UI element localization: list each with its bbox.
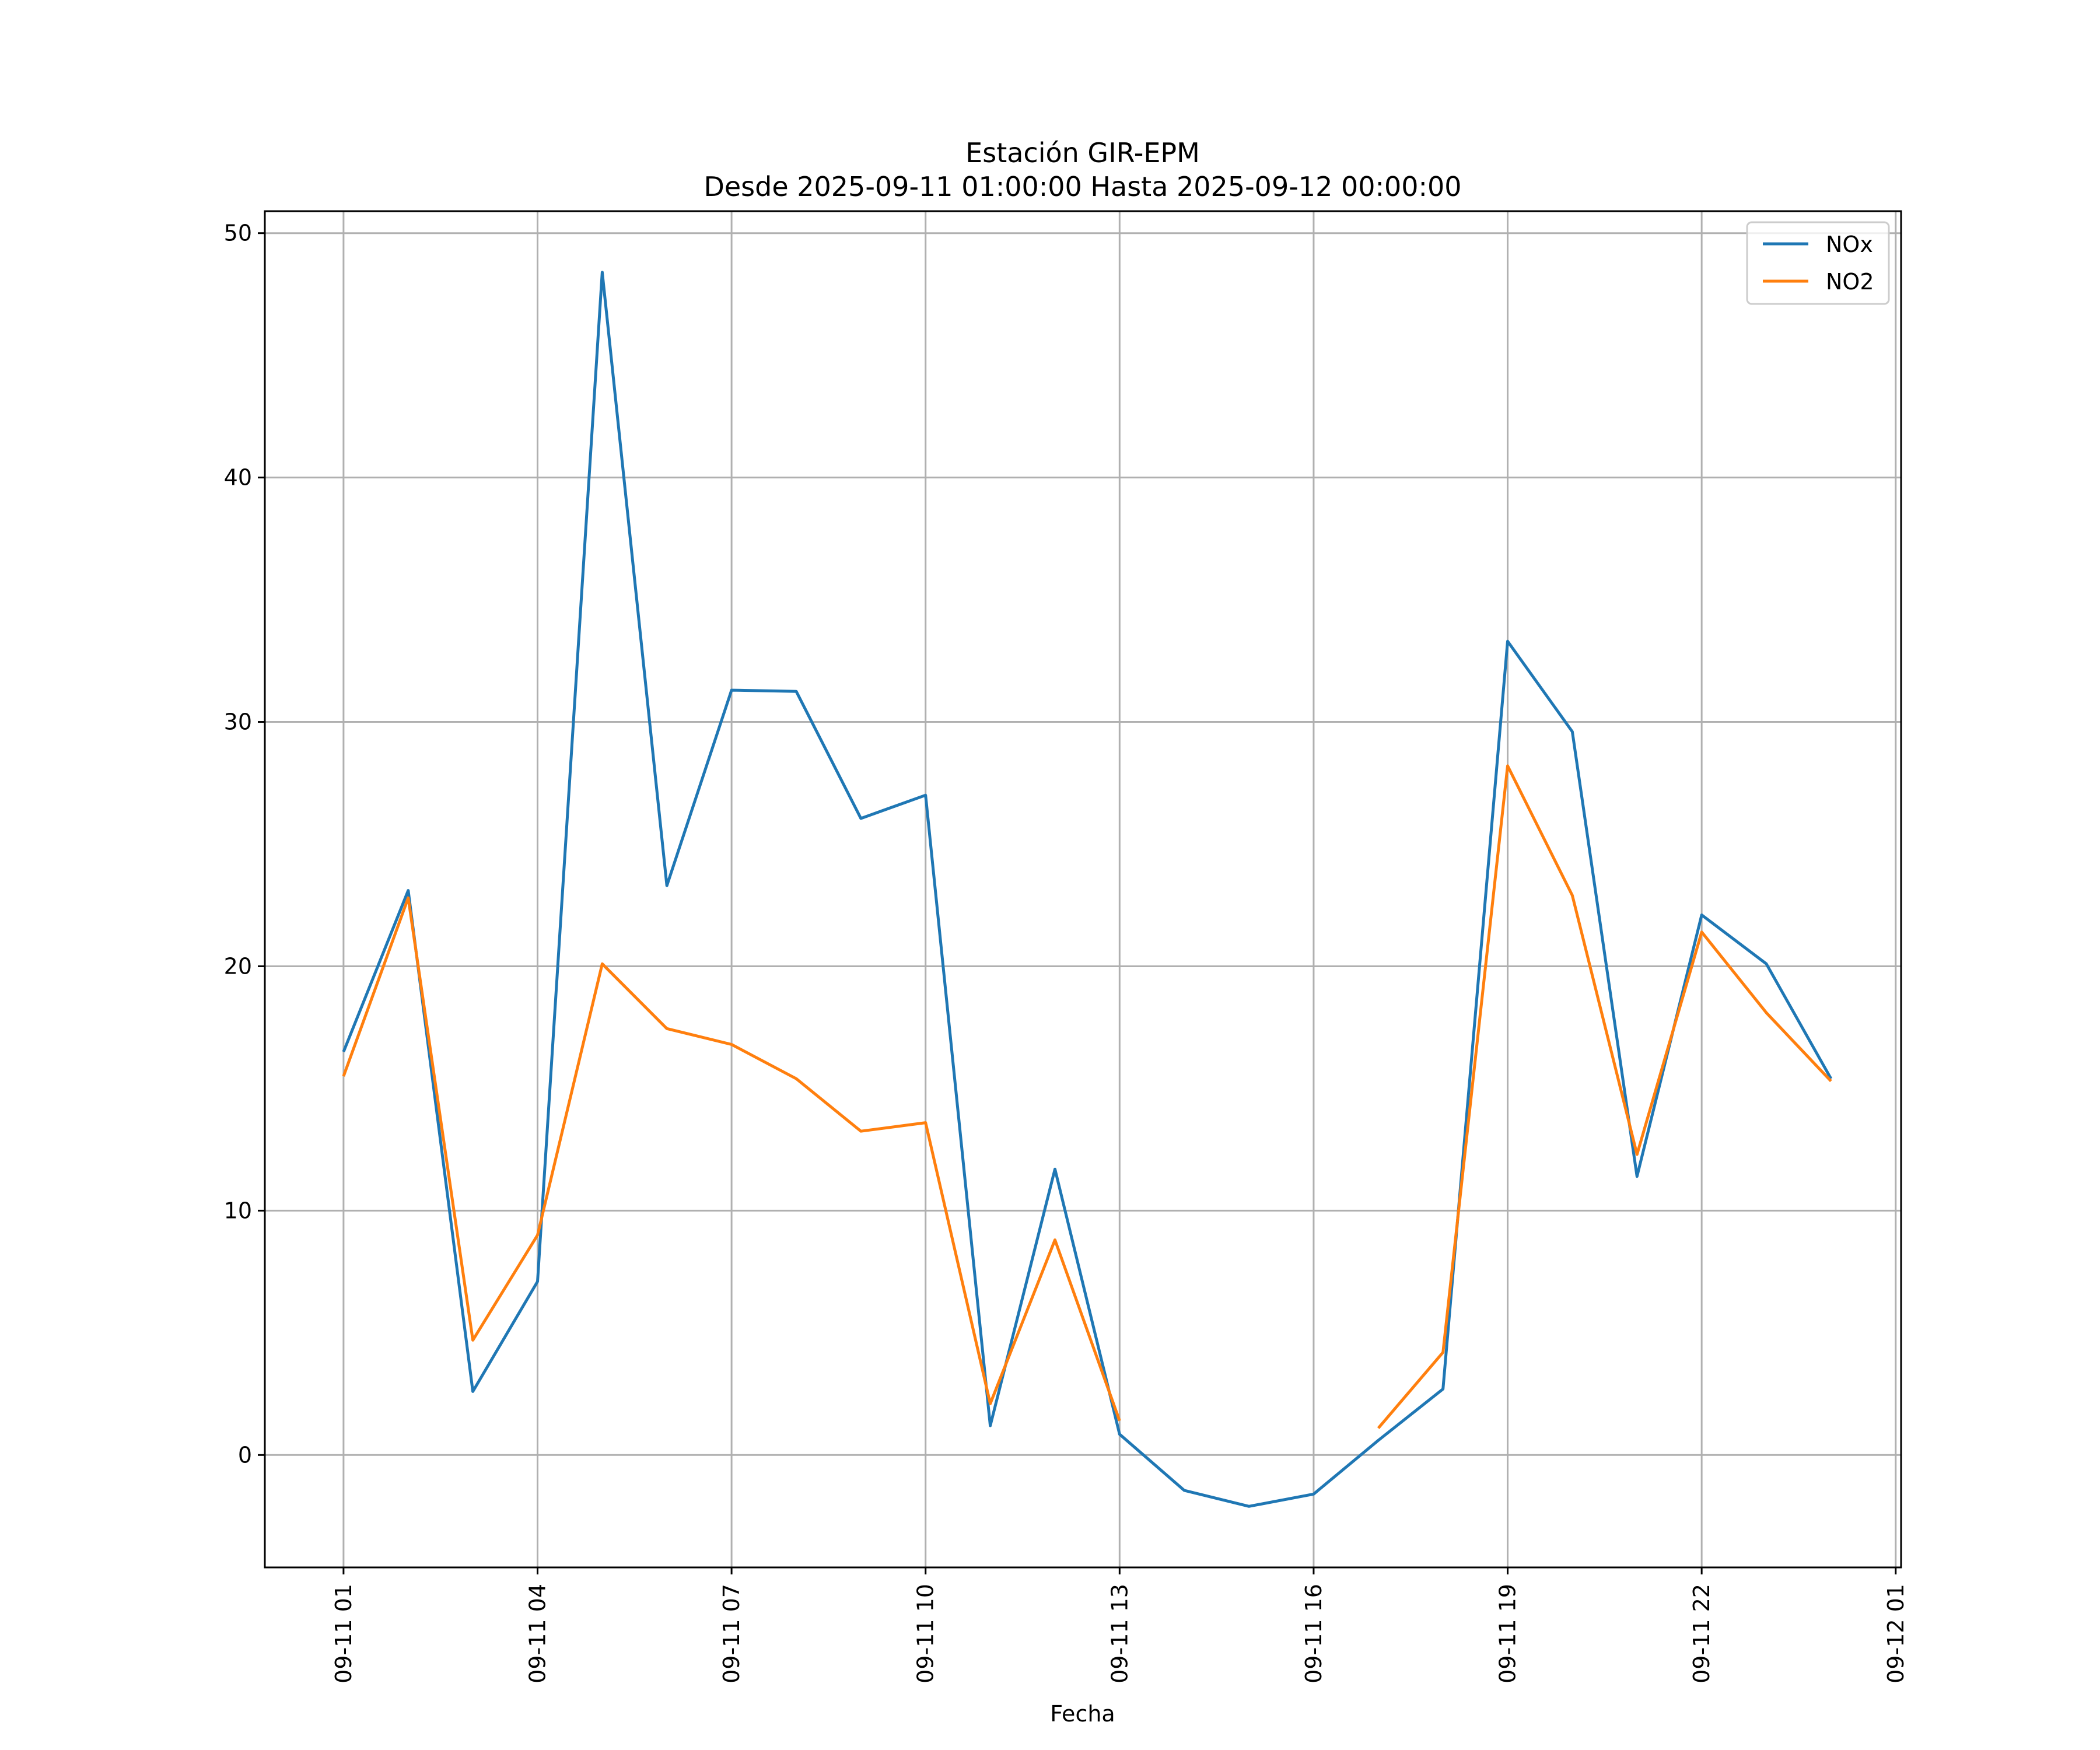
- legend: NOx NO2: [1746, 221, 1890, 305]
- chart-subtitle: Desde 2025-09-11 01:00:00 Hasta 2025-09-…: [704, 171, 1461, 202]
- y-tick-label: 30: [224, 709, 252, 735]
- x-tick-label: 09-11 04: [525, 1584, 551, 1684]
- x-tick-label: 09-12 01: [1883, 1584, 1909, 1684]
- chart-title: Estación GIR-EPM: [965, 137, 1200, 169]
- x-tick-label: 09-11 19: [1495, 1584, 1521, 1684]
- x-tick-label: 09-11 13: [1107, 1584, 1132, 1684]
- axis-ticks: 0 10 20 30 40 50 09-11 01 09-11 04 09-11 07 09-11…: [224, 220, 1909, 1684]
- x-tick-label: 09-11 10: [913, 1584, 939, 1684]
- x-tick-label: 09-11 01: [331, 1584, 356, 1684]
- grid: [265, 211, 1901, 1567]
- y-tick-label: 40: [224, 465, 252, 491]
- y-tick-label: 10: [224, 1198, 252, 1223]
- y-tick-label: 20: [224, 953, 252, 979]
- x-tick-label: 09-11 16: [1301, 1584, 1326, 1684]
- series-line-no2: [1377, 764, 1832, 1429]
- series-lines: [342, 271, 1833, 1508]
- y-tick-label: 50: [224, 220, 252, 246]
- series-line-nox: [342, 271, 1833, 1508]
- x-tick-label: 09-11 22: [1689, 1584, 1714, 1684]
- legend-label-no2: NO2: [1826, 269, 1874, 295]
- series-line-no2: [342, 896, 1121, 1422]
- plot-frame: [264, 210, 1902, 1569]
- y-tick-label: 0: [238, 1442, 252, 1468]
- x-axis-label: Fecha: [1050, 1701, 1115, 1727]
- x-tick-label: 09-11 07: [719, 1584, 744, 1684]
- legend-label-nox: NOx: [1826, 232, 1873, 257]
